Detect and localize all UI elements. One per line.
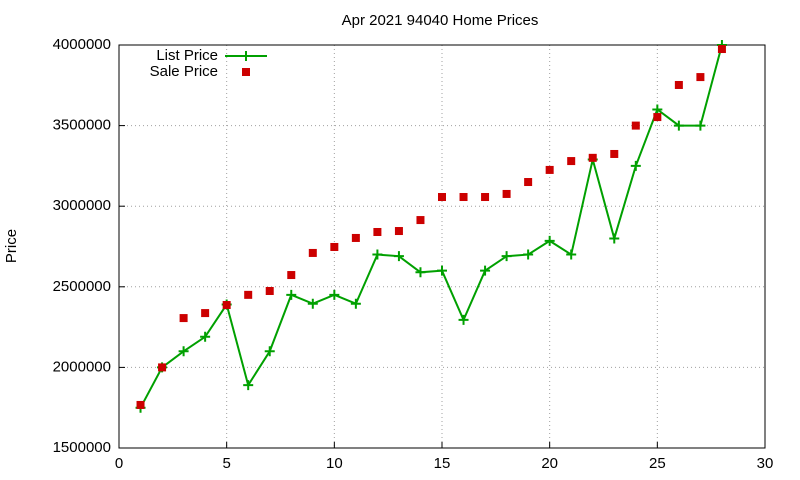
point — [179, 314, 188, 323]
point — [438, 193, 446, 202]
point — [480, 265, 491, 276]
point — [178, 346, 189, 357]
x-tick-label: 10 — [326, 455, 343, 472]
plot-frame — [118, 44, 766, 449]
point — [524, 178, 533, 187]
point — [610, 149, 619, 158]
point — [307, 298, 318, 309]
point — [416, 216, 425, 225]
y-tick-label: 4000000 — [53, 36, 111, 53]
point — [588, 153, 597, 162]
y-tick-label: 2000000 — [53, 358, 111, 375]
y-tick-label: 3000000 — [53, 197, 111, 214]
x-tick-label: 0 — [115, 455, 123, 472]
point — [201, 309, 210, 318]
point — [244, 290, 253, 299]
point — [350, 298, 361, 309]
point — [393, 251, 404, 262]
point — [544, 235, 555, 246]
point — [265, 286, 274, 295]
point — [222, 301, 231, 310]
point — [609, 233, 620, 244]
legend-label: Sale Price — [150, 63, 218, 80]
point — [437, 265, 447, 276]
point — [567, 157, 576, 166]
point — [243, 380, 254, 391]
x-tick-label: 5 — [222, 455, 230, 472]
point — [351, 233, 360, 242]
point — [502, 189, 511, 198]
point — [653, 113, 662, 122]
point — [308, 248, 317, 257]
point — [458, 314, 469, 325]
point — [330, 242, 339, 251]
point — [523, 249, 534, 260]
point — [287, 271, 296, 280]
point — [200, 331, 211, 342]
point — [630, 160, 641, 171]
y-tick-label: 3500000 — [53, 117, 111, 134]
point — [696, 73, 705, 82]
point — [631, 121, 640, 130]
x-tick-label: 20 — [541, 455, 558, 472]
x-tick-label: 15 — [434, 455, 451, 472]
point — [264, 346, 275, 357]
point — [373, 227, 382, 236]
point — [286, 289, 297, 300]
y-tick-label: 1500000 — [53, 439, 111, 456]
point — [481, 193, 490, 202]
point — [652, 104, 663, 115]
legend-swatch — [241, 51, 251, 61]
point — [501, 251, 512, 262]
y-axis-label: Price — [3, 229, 20, 263]
point — [545, 165, 554, 174]
point — [674, 80, 683, 89]
x-tick-label: 25 — [649, 455, 666, 472]
point — [329, 289, 340, 300]
point — [372, 249, 383, 260]
point — [695, 120, 706, 131]
legend-swatch — [242, 68, 250, 76]
point — [394, 227, 403, 236]
point — [717, 45, 726, 54]
chart-title: Apr 2021 94040 Home Prices — [342, 12, 539, 29]
point — [136, 400, 145, 409]
point — [459, 193, 468, 202]
y-tick-label: 2500000 — [53, 278, 111, 295]
x-tick-label: 30 — [757, 455, 774, 472]
point — [673, 120, 684, 131]
point — [415, 267, 426, 278]
line — [139, 44, 723, 409]
point — [566, 249, 577, 260]
legend-label: List Price — [156, 47, 218, 64]
point — [158, 363, 167, 372]
